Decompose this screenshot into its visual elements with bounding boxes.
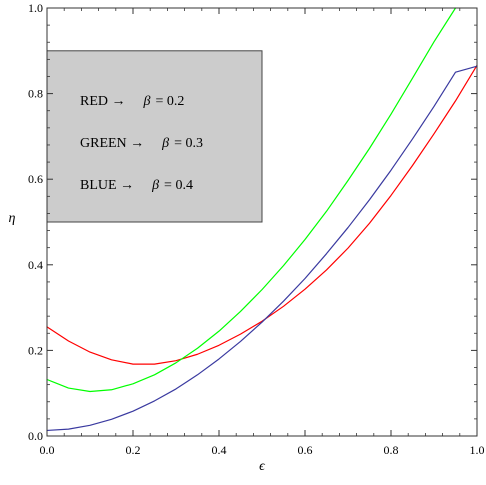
y-tick-label: 1.0	[28, 1, 43, 15]
series-line-1	[46, 7, 457, 393]
x-tick-label: 0.4	[212, 443, 227, 457]
series-line-2	[46, 65, 478, 432]
x-tick-label: 1.0	[470, 443, 485, 457]
legend-entry-param: β	[151, 178, 159, 193]
series-line-0	[46, 64, 478, 365]
x-tick-label: 0.8	[384, 443, 399, 457]
legend-entry-value: = 0.4	[164, 178, 193, 193]
plot-frame	[46, 7, 478, 437]
legend-entry-param: β	[161, 136, 169, 151]
legend-entry-label: GREEN →	[80, 136, 144, 151]
y-tick-label: 0.4	[28, 258, 43, 272]
y-tick-label: 0.6	[28, 172, 43, 186]
y-axis-label: η	[9, 211, 16, 226]
legend-box	[46, 50, 263, 223]
legend-text-layer: RED → β = 0.2 GREEN → β = 0.3 BLUE → β = 0.4	[80, 94, 203, 193]
legend-entry-1: GREEN → β = 0.3	[80, 136, 203, 151]
x-tick-label: 0.6	[298, 443, 313, 457]
x-tick-label: 0.0	[40, 443, 55, 457]
legend-entry-0: RED → β = 0.2	[80, 94, 184, 109]
legend-entry-2: BLUE → β = 0.4	[80, 178, 193, 193]
legend-background	[46, 50, 263, 223]
y-tick-label: 0.0	[28, 429, 43, 443]
legend-entry-param: β	[143, 94, 151, 109]
x-axis-label: ϵ	[259, 459, 266, 474]
tick-layer: 0.0 0.2 0.4 0.6 0.8 1.0 0.0 0.2 0.4 0.6 0.8 1.0	[28, 1, 485, 457]
y-tick-label: 0.2	[28, 343, 43, 357]
legend-entry-label: BLUE →	[80, 178, 134, 193]
legend-entry-value: = 0.2	[155, 94, 184, 109]
series-layer	[46, 7, 478, 432]
legend-entry-label: RED →	[80, 94, 126, 109]
x-tick-label: 0.2	[126, 443, 141, 457]
y-tick-label: 0.8	[28, 87, 43, 101]
legend-entry-value: = 0.3	[174, 136, 203, 151]
